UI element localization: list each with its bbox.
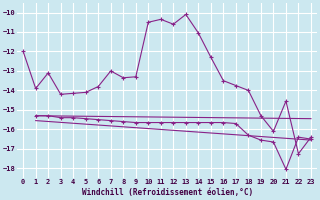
X-axis label: Windchill (Refroidissement éolien,°C): Windchill (Refroidissement éolien,°C)	[82, 188, 252, 197]
